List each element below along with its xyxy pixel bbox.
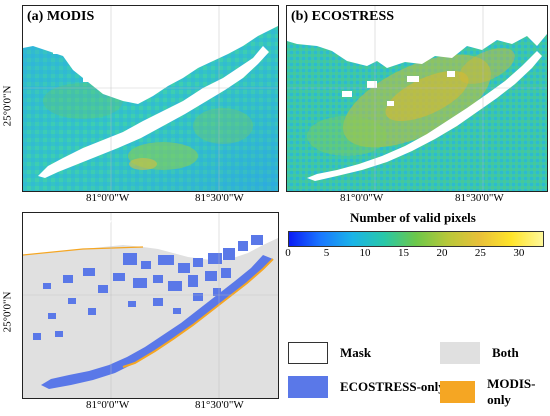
panel-modis: (a) MODIS (22, 5, 279, 192)
lon-label-b-1: 81°30'0"W (455, 192, 504, 204)
panel-ecostress: (b) ECOSTRESS (286, 5, 548, 192)
legend-both: Both (440, 342, 519, 364)
panel-a-label: (a) MODIS (27, 9, 95, 24)
colorbar-title: Number of valid pixels (350, 210, 476, 225)
colorbar (288, 231, 544, 247)
colorbar-tick-10: 10 (359, 247, 371, 259)
colorbar-tick-25: 25 (474, 247, 486, 259)
lat-label-c: 25°0'0"N (1, 291, 14, 333)
modis-map (23, 6, 278, 191)
legend-ecostress-only: ECOSTRESS-only (288, 376, 445, 398)
lon-label-c-0: 81°0'0"W (86, 399, 130, 411)
legend-modis-only-swatch (440, 381, 476, 403)
legend-ecostress-only-label: ECOSTRESS-only (340, 379, 445, 394)
panel-b-label: (b) ECOSTRESS (291, 9, 395, 24)
legend-mask-label: Mask (340, 345, 372, 360)
lon-label-a-0: 81°0'0"W (86, 192, 130, 204)
lon-label-c-1: 81°30'0"W (195, 399, 244, 411)
legend-both-swatch (440, 342, 480, 364)
colorbar-tick-0: 0 (285, 247, 291, 259)
panel-c-label: (c) Spatial coverage (27, 216, 145, 231)
lon-label-a-1: 81°30'0"W (195, 192, 244, 204)
lon-label-b-0: 81°0'0"W (340, 192, 384, 204)
legend-mask-swatch (288, 342, 328, 364)
colorbar-tick-5: 5 (323, 247, 330, 259)
colorbar-tick-30: 30 (513, 247, 525, 259)
legend-modis-only: MODIS-only (440, 376, 550, 408)
legend-modis-only-label: MODIS-only (487, 376, 536, 407)
colorbar-tick-15: 15 (397, 247, 409, 259)
colorbar-tick-20: 20 (436, 247, 448, 259)
legend-both-label: Both (492, 345, 519, 360)
coverage-map (23, 213, 278, 398)
legend-mask: Mask (288, 342, 371, 364)
panel-spatial-coverage: (c) Spatial coverage (22, 212, 279, 399)
lat-label-a: 25°0'0"N (1, 85, 14, 127)
legend-ecostress-only-swatch (288, 376, 328, 398)
ecostress-map (287, 6, 547, 191)
